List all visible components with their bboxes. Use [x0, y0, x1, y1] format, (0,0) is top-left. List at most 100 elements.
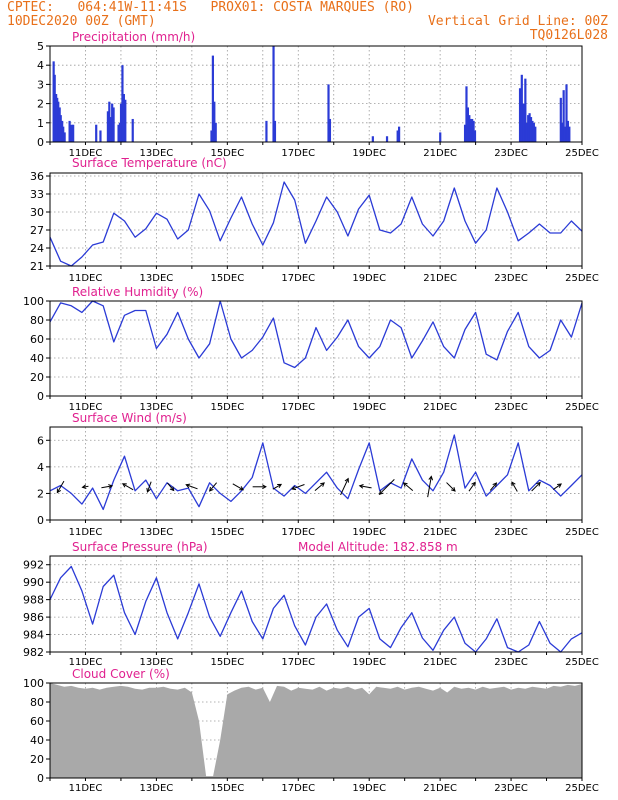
wind-arrow-head: [492, 482, 498, 488]
y-tick-label: 80: [30, 314, 44, 327]
wind-arrow: [314, 482, 325, 492]
x-tick-label: 13DEC: [140, 148, 174, 159]
precip-bar: [466, 107, 469, 142]
x-tick-label: 19DEC: [352, 273, 386, 284]
x-tick-label: 19DEC: [352, 402, 386, 413]
x-tick-label: 13DEC: [140, 783, 174, 794]
y-tick-label: 0: [37, 514, 44, 527]
x-tick-label: 19DEC: [352, 783, 386, 794]
wind-arrow: [379, 479, 395, 495]
x-tick-label: 15DEC: [210, 783, 244, 794]
y-tick-label: 40: [30, 734, 44, 747]
x-tick-label: 21DEC: [423, 783, 457, 794]
precip-bar: [213, 101, 216, 142]
precip-bar: [473, 130, 477, 142]
precip-bar: [214, 122, 217, 142]
y-tick-label: 80: [30, 696, 44, 709]
y-tick-label: 36: [30, 170, 44, 183]
wind-arrow-head: [536, 481, 541, 487]
wind-arrow-head: [320, 482, 325, 487]
precip-bar: [532, 122, 535, 142]
wind-arrow: [359, 485, 372, 489]
panel-title: Surface Pressure (hPa): [72, 540, 208, 554]
y-tick-label: 20: [30, 753, 44, 766]
wind-arrow-head: [277, 483, 283, 489]
wind-arrow: [232, 483, 244, 491]
wind-arrow-head: [209, 486, 214, 492]
y-tick-label: 0: [37, 772, 44, 785]
wind-arrow-head: [56, 488, 62, 494]
y-tick-label: 3: [37, 78, 44, 91]
y-tick-label: 4: [37, 461, 44, 474]
wind-arrow: [101, 485, 113, 489]
x-tick-label: 11DEC: [69, 657, 103, 668]
precip-bar: [265, 120, 268, 142]
wind-arrow: [56, 480, 65, 493]
wind-arrow-head: [451, 487, 456, 492]
precip-bar: [529, 117, 533, 142]
panel-frame: [49, 426, 583, 521]
precip-bar: [522, 103, 525, 142]
wind-arrow: [272, 483, 282, 490]
x-tick-label: 21DEC: [423, 402, 457, 413]
precip-bar: [469, 118, 472, 142]
precip-bar: [108, 101, 111, 142]
precip-bar: [327, 84, 330, 142]
wind-arrow-head: [511, 481, 516, 487]
panel-annotation: Model Altitude: 182.858 m: [298, 540, 458, 554]
x-tick-label: 15DEC: [210, 657, 244, 668]
panel-title: Relative Humidity (%): [72, 285, 203, 299]
wind-arrow-head: [169, 486, 175, 492]
wind-arrow-head: [108, 484, 114, 489]
precip-bar: [63, 132, 66, 142]
y-tick-label: 986: [23, 611, 44, 624]
wind-arrow: [446, 482, 456, 492]
precip-bar: [562, 90, 565, 142]
y-tick-label: 33: [30, 188, 44, 201]
x-tick-label: 19DEC: [352, 527, 386, 538]
series-line: [49, 434, 583, 511]
precip-bar: [463, 124, 467, 142]
y-tick-label: 40: [30, 352, 44, 365]
header-line-station: CPTEC: 064:41W-11:41S PROX01: COSTA MARQ…: [7, 0, 414, 15]
precip-bar: [566, 120, 570, 142]
panel-frame: [49, 45, 583, 143]
header-grid-note: Vertical Grid Line: 00Z: [427, 14, 608, 29]
y-tick-label: 21: [30, 260, 44, 273]
y-tick-label: 5: [37, 40, 44, 53]
precip-bar: [439, 132, 442, 142]
y-tick-label: 992: [23, 559, 44, 572]
x-tick-label: 21DEC: [423, 148, 457, 159]
x-tick-label: 17DEC: [281, 783, 315, 794]
precip-bar: [117, 124, 120, 142]
x-tick-label: 17DEC: [281, 148, 315, 159]
precip-bar: [396, 130, 399, 142]
x-tick-label: 23DEC: [494, 527, 528, 538]
precip-bar: [371, 136, 374, 142]
header-date: 10DEC2020 00Z (GMT): [7, 14, 156, 29]
precip-bar: [328, 118, 332, 142]
x-tick-label: 17DEC: [281, 273, 315, 284]
y-tick-label: 2: [37, 487, 44, 500]
series-line: [49, 181, 583, 267]
y-tick-label: 982: [23, 646, 44, 659]
wind-arrow-head: [262, 484, 267, 490]
precip-bar: [131, 118, 134, 142]
precip-bar: [525, 122, 528, 142]
wind-arrow: [511, 481, 518, 492]
x-tick-label: 11DEC: [69, 402, 103, 413]
wind-arrow: [340, 478, 349, 496]
x-tick-label: 15DEC: [210, 402, 244, 413]
y-tick-label: 24: [30, 242, 44, 255]
header-model: TQ0126L028: [529, 28, 608, 43]
y-tick-label: 27: [30, 224, 44, 237]
precip-bar: [397, 126, 401, 142]
series-line: [49, 300, 583, 369]
wind-arrow-head: [121, 483, 127, 488]
panel-title: Surface Wind (m/s): [72, 411, 187, 425]
x-tick-label: 13DEC: [140, 402, 174, 413]
x-tick-label: 25DEC: [565, 527, 599, 538]
panel-title: Surface Temperature (nC): [72, 156, 227, 170]
x-tick-label: 19DEC: [352, 148, 386, 159]
